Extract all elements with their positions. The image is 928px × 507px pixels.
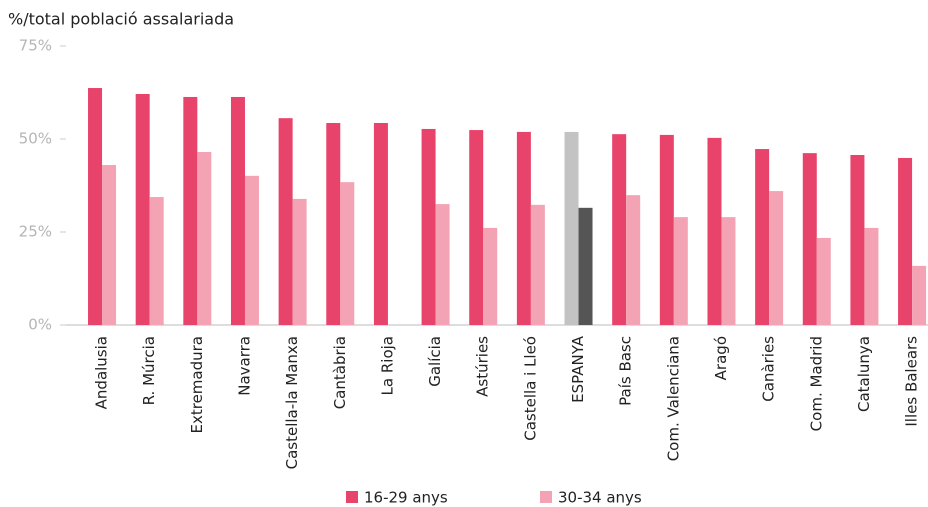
- x-tick-label: Andalusia: [93, 336, 111, 409]
- bar: [721, 217, 736, 325]
- x-tick-label: País Basc: [617, 336, 635, 406]
- legend-label: 30-34 anys: [558, 489, 642, 507]
- x-tick-label: Cantàbria: [331, 336, 349, 409]
- y-tick-label: 75%: [19, 37, 52, 55]
- legend-label: 16-29 anys: [364, 489, 448, 507]
- x-tick-label: Canàries: [760, 336, 778, 402]
- y-tick-label: 50%: [19, 130, 52, 148]
- bar: [530, 204, 545, 325]
- bar: [421, 128, 436, 325]
- bar: [898, 157, 913, 325]
- x-tick-label: Navarra: [235, 336, 253, 396]
- bar: [673, 217, 688, 325]
- x-tick-label: ESPANYA: [569, 335, 587, 403]
- x-tick-label: La Rioja: [378, 336, 396, 395]
- bar: [802, 153, 817, 325]
- x-tick-label: Castella-la Manxa: [283, 336, 301, 469]
- legend-swatch: [346, 491, 358, 503]
- bar: [469, 130, 484, 325]
- bar: [278, 118, 293, 325]
- bar: [707, 137, 722, 325]
- y-tick-label: 25%: [19, 223, 52, 241]
- bar: [755, 149, 770, 325]
- x-tick-label: Com. Madrid: [807, 336, 825, 431]
- bar: [612, 134, 627, 325]
- bar: [183, 96, 198, 326]
- bar: [850, 154, 865, 325]
- bar: [626, 195, 641, 325]
- bar: [864, 227, 879, 325]
- x-tick-label: Astúries: [474, 336, 492, 397]
- x-tick-label: Aragó: [712, 336, 730, 380]
- bar: [340, 182, 355, 325]
- bar: [435, 204, 450, 325]
- bar: [149, 197, 164, 325]
- bar: [230, 96, 245, 326]
- x-tick-label: Com. Valenciana: [664, 336, 682, 461]
- y-axis-label: %/total població assalariada: [8, 10, 234, 29]
- bar: [102, 165, 117, 325]
- bar: [769, 191, 784, 325]
- x-tick-label: R. Múrcia: [140, 336, 158, 405]
- bar: [912, 265, 927, 325]
- x-tick-label: Castella i Lleó: [521, 336, 539, 441]
- bar: [373, 123, 388, 325]
- bar: [244, 175, 259, 325]
- y-tick-label: 0%: [28, 316, 52, 334]
- bar: [197, 152, 212, 325]
- bar: [516, 131, 531, 325]
- bar: [135, 93, 150, 325]
- bar: [88, 88, 103, 325]
- bar: [578, 207, 593, 325]
- x-tick-label: Galícia: [426, 336, 444, 387]
- legend-swatch: [540, 491, 552, 503]
- x-tick-label: Extremadura: [188, 336, 206, 434]
- x-tick-label: Catalunya: [855, 336, 873, 412]
- bar: [483, 227, 498, 325]
- bar: [292, 198, 307, 325]
- bar: [659, 134, 674, 325]
- bar: [326, 123, 341, 325]
- x-tick-label: Illes Balears: [903, 336, 921, 427]
- bar: [816, 237, 831, 325]
- bar: [564, 131, 579, 325]
